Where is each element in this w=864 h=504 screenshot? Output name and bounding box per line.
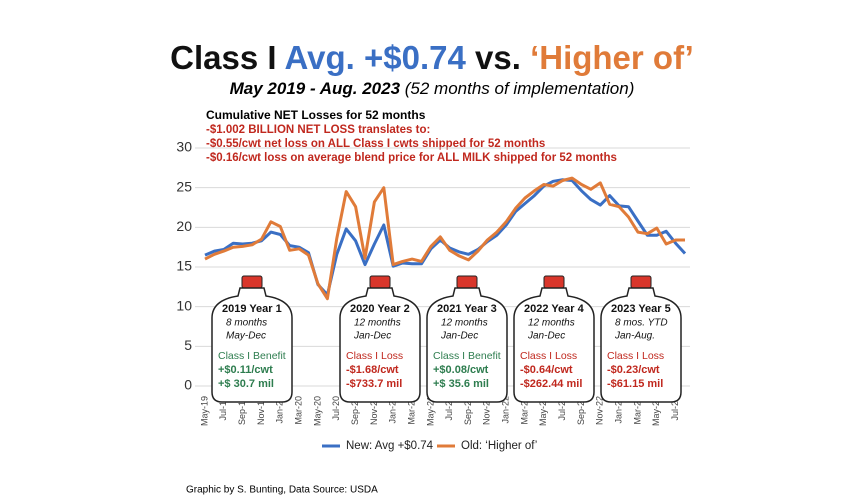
jug-span: Jan-Dec — [440, 331, 478, 342]
jug-body — [339, 287, 421, 403]
title-part: vs. — [475, 39, 521, 76]
y-tick-label: 20 — [176, 218, 192, 234]
jug-body — [600, 287, 682, 403]
jug-cap — [543, 275, 565, 289]
jug-span: Jan-Dec — [527, 331, 565, 342]
jug-per-cwt: -$1.68/cwt — [346, 364, 399, 376]
jug-cap — [630, 275, 652, 289]
annotation-line: -$0.55/cwt net loss on ALL Class I cwts … — [206, 138, 545, 150]
jug-length: 12 months — [528, 318, 575, 329]
title-part: ‘Higher of’ — [530, 39, 694, 76]
x-tick-label: Mar-20 — [293, 396, 303, 425]
x-tick-label: Nov-22 — [595, 396, 605, 425]
jug-total: -$733.7 mil — [346, 378, 402, 390]
subtitle-part: (52 months of implementation) — [405, 79, 635, 98]
x-tick-label: May-22 — [538, 396, 548, 426]
source: Graphic by S. Bunting, Data Source: USDA — [186, 485, 378, 496]
y-tick-label: 25 — [176, 178, 192, 194]
x-tick-label: Jan-22 — [501, 396, 511, 424]
x-tick-label: Jan-21 — [388, 396, 398, 424]
x-tick-label: Sep-20 — [350, 396, 360, 425]
chart-title: Class I Avg. +$0.74 vs. ‘Higher of’ — [170, 39, 694, 76]
x-tick-label: Sep-21 — [463, 396, 473, 425]
subtitle-part: May 2019 - Aug. 2023 — [230, 79, 401, 98]
jug-total: -$61.15 mil — [607, 378, 663, 390]
x-tick-label: May-20 — [312, 396, 322, 426]
jug-per-cwt: -$0.23/cwt — [607, 364, 660, 376]
jug-cap — [241, 275, 263, 289]
x-tick-label: Jul-22 — [557, 396, 567, 421]
jug-body — [513, 287, 595, 403]
x-tick-label: Sep-22 — [576, 396, 586, 425]
y-tick-label: 10 — [176, 297, 192, 313]
title-part: Avg. +$0.74 — [285, 39, 467, 76]
legend-label: Old: ‘Higher of’ — [461, 440, 537, 452]
jug-label: Class I Benefit — [218, 350, 286, 362]
jug-label: Class I Loss — [346, 350, 403, 362]
jug-cap — [456, 275, 478, 289]
jug-body — [211, 287, 293, 403]
x-tick-label: Mar-23 — [632, 396, 642, 425]
jug-label: Class I Benefit — [433, 350, 501, 362]
x-tick-label: May-23 — [651, 396, 661, 426]
y-tick-label: 0 — [184, 377, 192, 393]
x-tick-label: Jul-21 — [444, 396, 454, 421]
jug-length: 8 mos. YTD — [615, 318, 668, 329]
y-tick-label: 15 — [176, 258, 192, 274]
annotation-line: -$0.16/cwt loss on average blend price f… — [206, 152, 617, 164]
x-tick-label: Jan-23 — [613, 396, 623, 424]
x-tick-label: Jul-20 — [331, 396, 341, 421]
jug-total: +$ 30.7 mil — [218, 378, 274, 390]
jug-title: 2020 Year 2 — [350, 303, 410, 315]
x-tick-label: Jul-23 — [670, 396, 680, 421]
series-line — [204, 178, 687, 297]
jug-per-cwt: -$0.64/cwt — [520, 364, 573, 376]
series-line — [204, 176, 685, 301]
jug-length: 12 months — [441, 318, 488, 329]
jug-length: 12 months — [354, 318, 401, 329]
y-tick-label: 30 — [176, 139, 192, 155]
jug-cap — [369, 275, 391, 289]
jug-label: Class I Loss — [520, 350, 577, 362]
jug-span: Jan-Dec — [353, 331, 391, 342]
x-tick-label: Jul-19 — [218, 396, 228, 421]
x-tick-label: Nov-20 — [369, 396, 379, 425]
x-tick-label: May-19 — [199, 396, 209, 426]
x-tick-label: Mar-21 — [406, 396, 416, 425]
jug-title: 2019 Year 1 — [222, 303, 282, 315]
jug-length: 8 months — [226, 318, 267, 329]
jug-title: 2021 Year 3 — [437, 303, 497, 315]
jug-span: Jan-Aug. — [614, 331, 655, 342]
jug-per-cwt: +$0.08/cwt — [433, 364, 489, 376]
jug-body — [426, 287, 508, 403]
title-part: Class I — [170, 39, 276, 76]
legend-label: New: Avg +$0.74 — [346, 440, 434, 452]
x-tick-label: May-21 — [425, 396, 435, 426]
jug-span: May-Dec — [226, 331, 266, 342]
jug-per-cwt: +$0.11/cwt — [218, 364, 273, 376]
jug-title: 2023 Year 5 — [611, 303, 671, 315]
y-tick-label: 5 — [184, 337, 192, 353]
annotation-heading: Cumulative NET Losses for 52 months — [206, 108, 426, 122]
x-tick-label: Nov-21 — [482, 396, 492, 425]
jug-title: 2022 Year 4 — [524, 303, 585, 315]
x-tick-label: Jan-20 — [275, 396, 285, 424]
jug-total: -$262.44 mil — [520, 378, 582, 390]
subtitle: May 2019 - Aug. 2023 (52 months of imple… — [230, 79, 635, 98]
jug-label: Class I Loss — [607, 350, 664, 362]
x-tick-label: Sep-19 — [237, 396, 247, 425]
jug-total: +$ 35.6 mil — [433, 378, 489, 390]
x-tick-label: Nov-19 — [256, 396, 266, 425]
x-tick-label: Mar-22 — [519, 396, 529, 425]
annotation-line: -$1.002 BILLION NET LOSS translates to: — [206, 124, 430, 136]
